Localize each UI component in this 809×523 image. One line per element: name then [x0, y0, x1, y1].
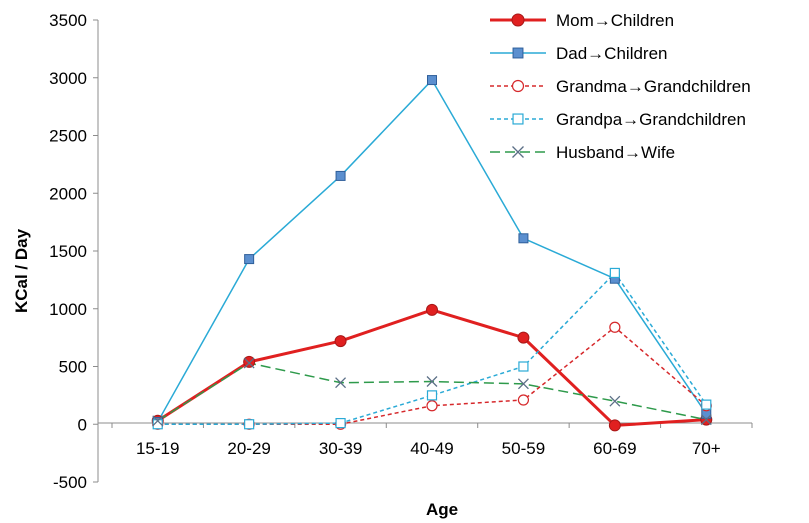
data-point-s4-6 — [700, 414, 712, 426]
y-tick-label: 3500 — [49, 11, 87, 30]
series-markers — [151, 75, 713, 432]
data-point-s4-0 — [152, 415, 164, 427]
data-point-s0-1 — [243, 355, 256, 368]
legend-marker-4 — [512, 146, 524, 158]
x-tick-label: 60-69 — [593, 439, 636, 458]
data-point-s1-4 — [518, 233, 529, 244]
data-point-s3-4 — [518, 361, 529, 372]
legend-label-3: Grandpa→Grandchildren — [556, 110, 746, 129]
x-tick-label: 50-59 — [502, 439, 545, 458]
x-tick-label: 15-19 — [136, 439, 179, 458]
legend: Mom→Children Dad→Children Grandma→Grandchi… — [490, 11, 751, 162]
x-tick-label: 20-29 — [227, 439, 270, 458]
y-tick-label: 2500 — [49, 127, 87, 146]
legend-marker-1 — [512, 47, 524, 59]
y-tick-label: 500 — [59, 358, 87, 377]
data-point-s2-3 — [426, 400, 438, 412]
legend-marker-2 — [511, 79, 525, 93]
y-tick-label: 1000 — [49, 300, 87, 319]
y-tick-label: 1500 — [49, 242, 87, 261]
y-tick-label: 3000 — [49, 69, 87, 88]
x-tick-label: 40-49 — [410, 439, 453, 458]
x-axis-title: Age — [426, 500, 458, 519]
x-tick-label: 30-39 — [319, 439, 362, 458]
data-point-s4-1 — [243, 357, 255, 369]
data-point-s2-4 — [517, 394, 530, 406]
data-point-s3-1 — [244, 419, 255, 430]
legend-label-0: Mom→Children — [556, 11, 674, 30]
data-point-s2-5 — [609, 321, 621, 333]
legend-label-2: Grandma→Grandchildren — [556, 77, 751, 96]
data-point-s3-2 — [335, 417, 346, 429]
data-point-s0-2 — [334, 335, 347, 348]
data-point-s0-4 — [517, 331, 530, 344]
data-point-s3-0 — [152, 419, 163, 430]
x-tick-label: 70+ — [692, 439, 721, 458]
data-point-s0-3 — [426, 303, 438, 316]
data-point-s4-5 — [609, 395, 621, 407]
y-tick-label: -500 — [53, 473, 87, 492]
y-axis-title: KCal / Day — [12, 228, 31, 313]
data-point-s1-2 — [335, 170, 346, 181]
legend-label-4: Husband→Wife — [556, 143, 675, 162]
data-point-s3-5 — [609, 267, 620, 279]
legend-marker-3 — [512, 113, 524, 125]
data-point-s4-4 — [517, 378, 529, 390]
data-point-s3-6 — [701, 399, 712, 410]
y-axis-ticks: -500 0 500 1000 1500 2000 2500 3000 3500 — [49, 11, 98, 492]
y-tick-label: 2000 — [49, 184, 87, 203]
data-point-s0-5 — [608, 419, 621, 432]
data-point-s1-1 — [244, 254, 255, 265]
legend-marker-0 — [511, 13, 525, 27]
legend-label-1: Dad→Children — [556, 44, 668, 63]
x-axis-ticks: 15-19 20-29 30-39 40-49 50-59 60-69 70+ — [111, 423, 753, 458]
y-tick-label: 0 — [78, 415, 87, 434]
data-point-s4-3 — [426, 376, 438, 387]
series-lines — [156, 79, 707, 427]
data-point-s1-3 — [427, 75, 437, 86]
data-point-s3-3 — [426, 390, 438, 401]
data-point-s4-2 — [335, 377, 347, 389]
series-line-1 — [157, 79, 707, 423]
